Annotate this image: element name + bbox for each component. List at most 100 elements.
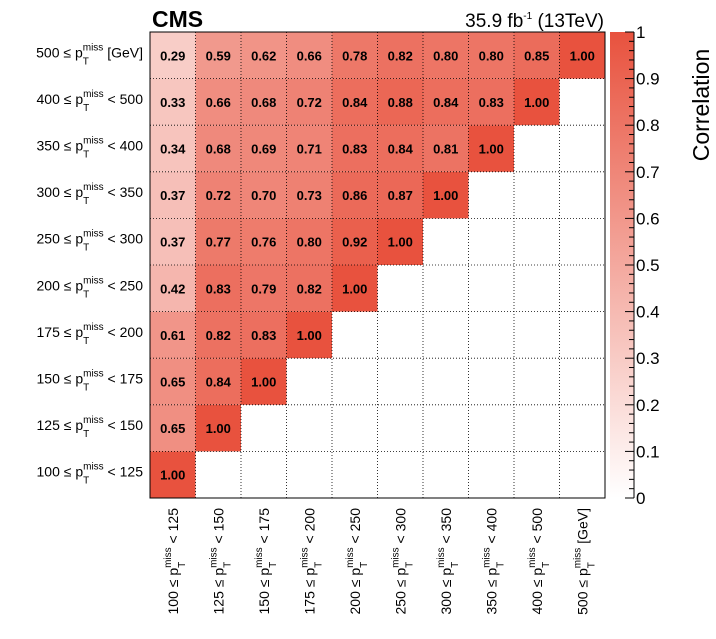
heatmap-cell — [241, 265, 287, 312]
heatmap-cell — [468, 78, 514, 126]
colorbar-tick-label: 0.3 — [636, 349, 660, 368]
cell-value-label: 0.86 — [342, 188, 367, 203]
heatmap-cell — [150, 451, 196, 498]
y-axis-labels: 100 ≤ pmiss T < 125 125 ≤ pmiss T < 150 150 … — [36, 42, 143, 486]
heatmap-cell — [286, 265, 332, 312]
y-axis-tick-label: 150 ≤ pmiss T < 175 — [37, 369, 144, 394]
colorbar-tick-label: 0 — [636, 489, 645, 508]
heatmap-value-labels: 1.00 0.65 1.00 0.65 0.84 1.00 0.61 0.82 0.83 1.00… — [160, 48, 595, 482]
heatmap-cell — [423, 171, 469, 219]
cell-value-label: 1.00 — [251, 375, 276, 390]
cell-value-label: 0.80 — [479, 48, 504, 63]
heatmap-cell — [423, 32, 469, 79]
heatmap-cell — [468, 32, 514, 79]
heatmap-grid — [150, 32, 605, 498]
heatmap-cell — [332, 218, 378, 265]
colorbar-tick-label: 0.1 — [636, 442, 660, 461]
y-axis-tick-label: 350 ≤ pmiss T < 400 — [37, 136, 144, 161]
y-axis-tick-label: 300 ≤ pmiss T < 350 — [37, 182, 144, 207]
heatmap-cell — [332, 32, 378, 79]
heatmap-cell — [150, 218, 196, 265]
cell-value-label: 0.80 — [297, 235, 322, 250]
cell-value-label: 0.78 — [342, 48, 367, 63]
heatmap-cell — [514, 32, 560, 79]
y-axis-tick-label: 400 ≤ pmiss T < 500 — [37, 89, 144, 114]
x-axis-tick-label: 250 ≤ pmiss T < 300 — [390, 508, 415, 615]
heatmap-cell — [468, 125, 514, 172]
colorbar-tick-label: 0.2 — [636, 396, 660, 415]
x-axis-tick-label: 500 ≤ pmiss T [GeV] — [572, 508, 597, 615]
heatmap-cell — [195, 311, 241, 359]
heatmap-cell — [377, 171, 423, 219]
heatmap-cell — [150, 404, 196, 452]
experiment-label: CMS — [152, 6, 203, 32]
x-axis-labels: 100 ≤ pmiss T < 125 125 ≤ pmiss T < 150 150 … — [163, 508, 598, 615]
cell-value-label: 0.79 — [251, 281, 276, 296]
heatmap-cell — [195, 265, 241, 312]
cell-value-label: 0.66 — [206, 95, 231, 110]
heatmap-cell — [195, 358, 241, 405]
x-axis-tick-label: 350 ≤ pmiss T < 400 — [481, 508, 506, 615]
x-axis-tick-label: 125 ≤ pmiss T < 150 — [208, 508, 233, 615]
y-axis-tick-label: 175 ≤ pmiss T < 200 — [37, 322, 144, 347]
cell-value-label: 0.72 — [297, 95, 322, 110]
heatmap-cell — [241, 32, 287, 79]
luminosity-label: 35.9 fb-1 (13TeV) — [465, 11, 604, 32]
colorbar-tick-label: 0.8 — [636, 116, 660, 135]
heatmap-cell — [377, 218, 423, 265]
heatmap-cell — [286, 218, 332, 265]
heatmap-cell — [423, 125, 469, 172]
heatmap-cell — [286, 171, 332, 219]
cell-value-label: 0.76 — [251, 235, 276, 250]
cell-value-label: 0.83 — [251, 328, 276, 343]
cell-value-label: 0.84 — [206, 375, 232, 390]
cell-value-label: 0.62 — [251, 48, 276, 63]
heatmap-cell — [332, 265, 378, 312]
cell-value-label: 0.65 — [160, 375, 185, 390]
x-axis-tick-label: 300 ≤ pmiss T < 350 — [436, 508, 461, 615]
heatmap-cell — [377, 125, 423, 172]
heatmap-cell — [195, 218, 241, 265]
cell-value-label: 0.61 — [160, 328, 185, 343]
cell-value-label: 0.84 — [342, 95, 368, 110]
cell-value-label: 1.00 — [479, 142, 504, 157]
cell-value-label: 0.66 — [297, 48, 322, 63]
heatmap-cell — [286, 311, 332, 359]
colorbar-title: Correlation — [688, 49, 714, 162]
x-axis-tick-label: 175 ≤ pmiss T < 200 — [299, 508, 324, 615]
plot-frame — [149, 31, 606, 499]
heatmap-cell — [195, 404, 241, 452]
cell-value-label: 0.68 — [251, 95, 276, 110]
heatmap-cell — [150, 358, 196, 405]
cell-value-label: 0.82 — [388, 48, 413, 63]
colorbar-tick-label: 1 — [636, 23, 645, 42]
cell-value-label: 0.70 — [251, 188, 276, 203]
cell-value-label: 0.71 — [297, 142, 322, 157]
cell-value-label: 1.00 — [388, 235, 413, 250]
cell-value-label: 0.34 — [160, 142, 186, 157]
cell-value-label: 0.68 — [206, 142, 231, 157]
heatmap-cell — [241, 125, 287, 172]
y-axis-tick-label: 100 ≤ pmiss T < 125 — [37, 462, 144, 487]
cell-value-label: 0.80 — [433, 48, 458, 63]
colorbar-tick-label: 0.6 — [636, 209, 660, 228]
cell-value-label: 0.87 — [388, 188, 413, 203]
heatmap-cell — [150, 78, 196, 126]
heatmap-cell — [241, 171, 287, 219]
cell-value-label: 0.84 — [388, 142, 414, 157]
heatmap-cell — [423, 78, 469, 126]
heatmap-cell — [150, 311, 196, 359]
heatmap-cell — [286, 78, 332, 126]
cell-value-label: 1.00 — [342, 281, 367, 296]
cell-value-label: 0.81 — [433, 142, 458, 157]
cell-value-label: 1.00 — [206, 421, 231, 436]
heatmap-cell — [559, 32, 605, 79]
y-axis-tick-label: 125 ≤ pmiss T < 150 — [37, 415, 144, 440]
heatmap-cell — [286, 32, 332, 79]
heatmap-cell — [195, 78, 241, 126]
y-axis-tick-label: 200 ≤ pmiss T < 250 — [37, 275, 144, 300]
y-axis-tick-label: 250 ≤ pmiss T < 300 — [37, 229, 144, 254]
heatmap-cell — [241, 218, 287, 265]
heatmap-cell — [332, 125, 378, 172]
y-axis-tick-label: 500 ≤ pmiss T [GeV] — [36, 42, 143, 67]
